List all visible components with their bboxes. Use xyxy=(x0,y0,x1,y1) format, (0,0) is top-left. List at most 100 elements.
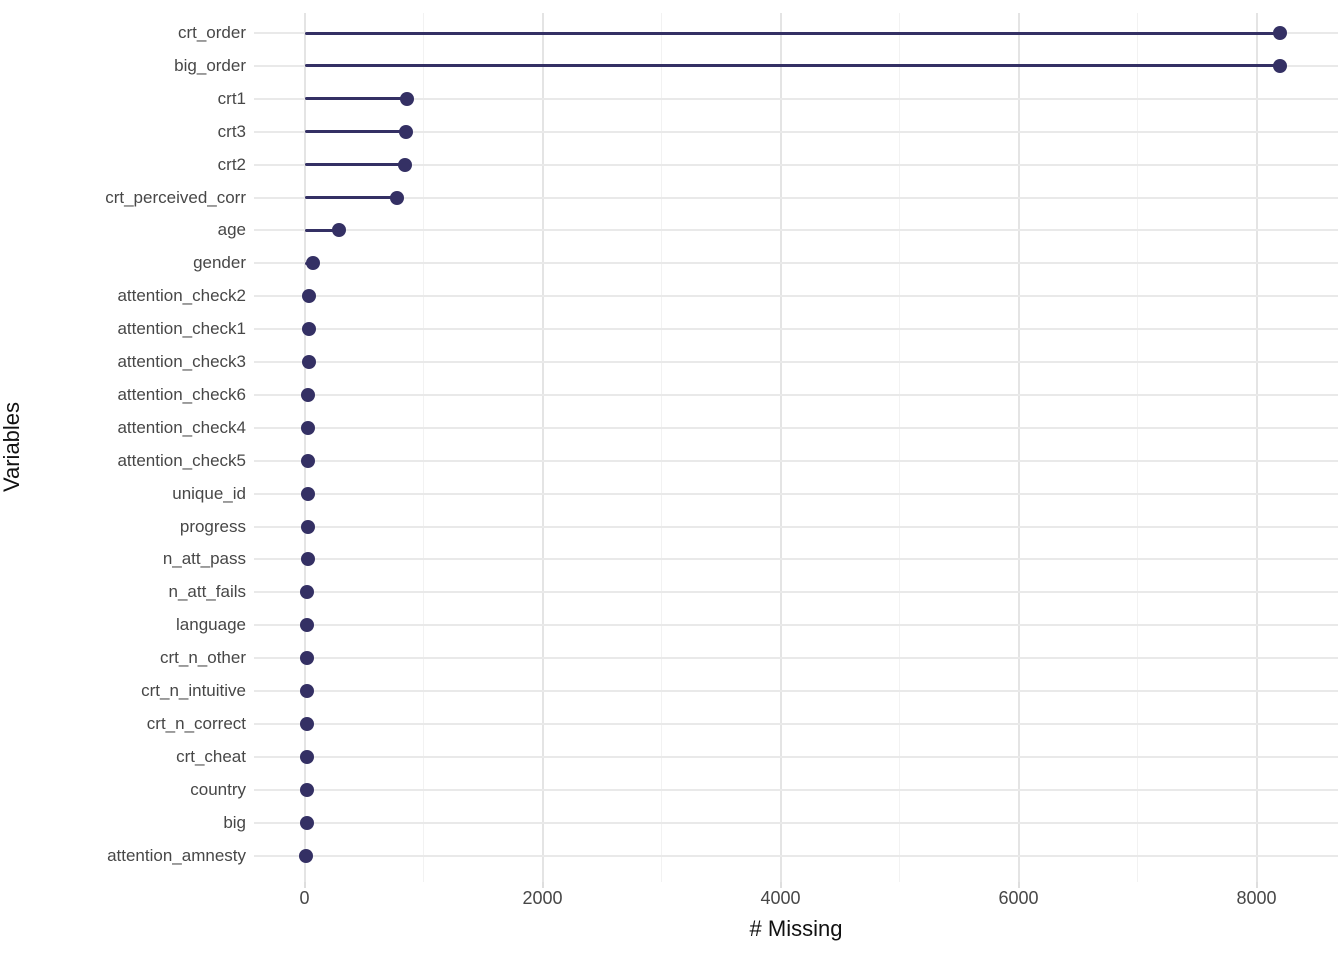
data-point xyxy=(299,848,314,863)
y-axis-tick-label: crt1 xyxy=(217,88,246,108)
y-grid-line xyxy=(254,525,1338,528)
data-point xyxy=(398,157,413,172)
y-axis-tick-label: attention_check4 xyxy=(117,417,246,437)
y-grid-line xyxy=(254,361,1338,363)
x-grid-major-line xyxy=(541,13,544,882)
y-axis-tick-label: language xyxy=(176,615,246,635)
y-axis-tick-label: attention_check3 xyxy=(117,352,246,371)
y-axis-tick-label: crt_order xyxy=(177,23,246,42)
data-point xyxy=(390,190,405,205)
data-point xyxy=(300,585,315,600)
y-axis-tick-label: age xyxy=(217,220,246,240)
data-point xyxy=(301,355,316,369)
x-axis-tick-label: 2000 xyxy=(522,888,563,908)
y-axis-tick-label: progress xyxy=(179,516,246,536)
y-grid-line xyxy=(254,97,1338,100)
y-axis-tick-label: attention_check5 xyxy=(117,450,246,470)
data-point xyxy=(300,486,315,501)
data-point xyxy=(1273,26,1288,40)
lollipop-stem xyxy=(304,130,406,134)
data-point xyxy=(300,519,315,534)
y-axis-tick-label: crt_n_correct xyxy=(146,713,246,733)
y-axis-tick-label: attention_check2 xyxy=(117,286,246,306)
data-point xyxy=(400,91,415,106)
x-grid-major-line xyxy=(303,13,306,882)
x-grid-major-line xyxy=(1017,13,1020,882)
x-grid-minor-line xyxy=(899,13,900,882)
y-grid-line xyxy=(254,788,1338,791)
data-point xyxy=(299,716,314,731)
y-axis-tick-label: unique_id xyxy=(172,483,246,503)
x-axis-tick-mark xyxy=(303,882,306,888)
data-point xyxy=(302,322,317,337)
y-axis-tick-label: country xyxy=(190,779,246,799)
y-axis-tick-label: crt3 xyxy=(217,121,246,141)
lollipop-stem xyxy=(304,97,408,101)
data-point xyxy=(1273,58,1288,73)
data-point xyxy=(301,420,316,435)
data-point xyxy=(300,552,315,567)
data-point xyxy=(299,749,314,764)
data-point xyxy=(398,124,413,139)
data-point xyxy=(301,387,316,402)
data-point xyxy=(332,223,346,238)
y-axis-tick-label: crt_cheat xyxy=(176,746,246,766)
x-axis-tick-mark xyxy=(779,882,782,888)
x-grid-minor-line xyxy=(1137,13,1138,882)
data-point xyxy=(300,618,315,633)
y-axis-tick-label: crt_n_intuitive xyxy=(141,681,246,700)
y-axis-tick-label: attention_check1 xyxy=(117,319,246,339)
data-point xyxy=(305,256,320,271)
y-grid-line xyxy=(254,262,1338,265)
lollipop-stem xyxy=(304,228,339,232)
y-grid-line xyxy=(254,624,1338,627)
y-grid-line xyxy=(254,393,1338,396)
data-point xyxy=(299,815,314,830)
y-grid-line xyxy=(254,229,1338,232)
data-point xyxy=(300,684,315,698)
y-axis-tick-label: big xyxy=(223,812,246,832)
y-axis-tick-label: crt2 xyxy=(217,154,246,174)
y-grid-line xyxy=(254,591,1338,594)
x-axis-tick-label: 4000 xyxy=(760,888,801,908)
lollipop-stem xyxy=(304,163,406,167)
y-grid-line xyxy=(254,657,1338,660)
y-grid-line xyxy=(254,492,1338,495)
lollipop-stem xyxy=(304,31,1281,35)
x-axis-tick-mark xyxy=(1255,882,1258,888)
y-axis-tick-label: big_order xyxy=(174,55,246,75)
x-grid-major-line xyxy=(779,13,782,882)
x-axis-title: # Missing xyxy=(749,916,843,941)
x-grid-minor-line xyxy=(423,13,424,882)
x-grid-major-line xyxy=(1255,13,1258,882)
plot-panel xyxy=(254,13,1338,882)
lollipop-stem xyxy=(304,196,398,199)
y-grid-line xyxy=(254,459,1338,462)
y-grid-line xyxy=(254,426,1338,429)
y-grid-line xyxy=(254,755,1338,758)
x-axis-tick-mark xyxy=(1017,882,1020,888)
x-axis-tick-label: 0 xyxy=(299,888,310,908)
x-grid-minor-line xyxy=(661,13,662,882)
y-grid-line xyxy=(254,690,1338,692)
y-axis-tick-label: attention_amnesty xyxy=(107,845,246,865)
y-grid-line xyxy=(254,295,1338,298)
data-point xyxy=(299,782,314,797)
data-point xyxy=(301,453,316,468)
x-axis-tick-label: 6000 xyxy=(998,888,1039,908)
y-grid-line xyxy=(254,854,1338,857)
data-point xyxy=(300,651,315,666)
lollipop-stem xyxy=(304,64,1281,68)
y-axis-tick-label: crt_n_other xyxy=(160,648,246,668)
y-grid-line xyxy=(254,130,1338,133)
x-axis-tick-mark xyxy=(541,882,544,888)
y-axis-tick-label: n_att_pass xyxy=(162,549,246,569)
y-grid-line xyxy=(254,722,1338,725)
y-axis-tick-label: n_att_fails xyxy=(168,582,247,602)
y-grid-line xyxy=(254,163,1338,166)
y-axis-tick-label: attention_check6 xyxy=(117,384,246,404)
y-grid-line xyxy=(254,328,1338,331)
data-point xyxy=(302,289,317,304)
y-axis-tick-label: crt_perceived_corr xyxy=(105,187,246,207)
